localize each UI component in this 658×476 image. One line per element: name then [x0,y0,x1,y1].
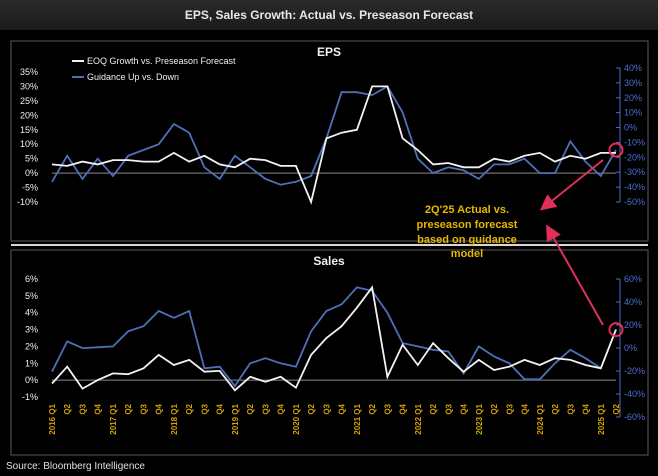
x-axis-tick: Q2 [490,403,499,414]
right-axis-tick: -40% [624,182,645,192]
series-line-eoq [51,285,617,392]
left-axis-tick: 0% [25,375,38,385]
x-axis-tick: 2021 Q1 [353,403,362,434]
x-axis-tick: 2017 Q1 [109,403,118,434]
x-axis-tick: Q2 [185,403,194,414]
x-axis-tick: Q2 [63,403,72,414]
arrow-to-sales [546,224,604,326]
x-axis-tick: Q4 [460,403,469,414]
right-axis-tick: -10% [624,137,645,147]
x-axis-tick: Q2 [551,403,560,414]
left-axis-tick: 0% [25,168,38,178]
x-axis-tick: 2016 Q1 [48,403,57,434]
right-axis-tick: 20% [624,320,642,330]
x-axis-tick: Q3 [505,403,514,414]
annotation-line-4: model [451,248,483,260]
left-axis-tick: -1% [22,392,38,402]
eps-legend: EOQ Growth vs. Preseason Forecast Guidan… [72,56,236,82]
left-axis-tick: 15% [20,125,38,135]
left-axis-tick: 25% [20,96,38,106]
right-axis-tick: -20% [624,152,645,162]
x-axis-tick: Q4 [216,403,225,414]
left-axis-tick: 1% [25,358,38,368]
series-line-guidance [51,85,617,186]
x-axis-tick: Q2 [429,403,438,414]
x-axis-tick: Q3 [200,403,209,414]
x-axis-tick: 2025 Q1 [597,403,606,434]
x-axis-tick: Q2 [246,403,255,414]
eps-panel-frame [10,40,649,242]
left-axis-tick: 10% [20,139,38,149]
annotation: 2Q'25 Actual vs. preseason forecast base… [417,204,518,260]
left-axis-tick: -5% [22,183,38,193]
left-axis-tick: 20% [20,110,38,120]
x-axis-tick: Q3 [322,403,331,414]
series-line-guidance [51,286,617,388]
right-axis-tick: 30% [624,78,642,88]
annotation-line-1: 2Q'25 Actual vs. [425,204,509,216]
right-axis-tick: 40% [624,63,642,73]
source-note: Source: Bloomberg Intelligence [6,461,145,472]
x-axis-tick: 2024 Q1 [536,403,545,434]
chart-title: EPS, Sales Growth: Actual vs. Preseason … [0,0,658,30]
left-axis-tick: 35% [20,67,38,77]
x-axis-tick: Q4 [94,403,103,414]
left-axis-tick: 2% [25,341,38,351]
right-axis-tick: -40% [624,389,645,399]
x-axis-tick: Q4 [399,403,408,414]
highlight-circle [608,322,624,338]
x-axis-tick: Q4 [277,403,286,414]
eps-panel-title: EPS [317,45,341,59]
left-axis-tick: 3% [25,325,38,335]
legend-label-eoq: EOQ Growth vs. Preseason Forecast [87,56,236,66]
x-axis-tick: Q3 [78,403,87,414]
x-axis-tick: 2022 Q1 [414,403,423,434]
x-axis-tick: Q2 [124,403,133,414]
left-axis-tick: 5% [25,154,38,164]
left-axis-tick: 30% [20,81,38,91]
right-axis-tick: 20% [624,93,642,103]
left-axis-tick: -10% [17,197,38,207]
x-axis-tick: 2020 Q1 [292,403,301,434]
right-axis-tick: 60% [624,274,642,284]
legend-label-guidance: Guidance Up vs. Down [87,72,179,82]
sales-panel-frame [10,249,649,456]
x-axis-tick: Q4 [338,403,347,414]
right-axis-tick: -60% [624,412,645,422]
arrow-to-eps [539,159,604,211]
x-axis-tick: Q3 [139,403,148,414]
annotation-line-3: based on guidance [417,234,517,246]
x-axis-tick: 2019 Q1 [231,403,240,434]
x-axis-tick: Q4 [521,403,530,414]
right-axis-tick: 40% [624,297,642,307]
sales-panel-title: Sales [313,254,345,268]
right-axis-tick: -50% [624,197,645,207]
highlight-circle [608,142,624,158]
x-axis-tick: Q2 [368,403,377,414]
left-axis-tick: 6% [25,274,38,284]
x-axis-tick: Q3 [383,403,392,414]
annotation-line-2: preseason forecast [417,219,518,231]
x-axis-tick: Q3 [444,403,453,414]
left-axis-tick: 5% [25,291,38,301]
right-axis-tick: -30% [624,167,645,177]
right-axis-tick: 0% [624,123,637,133]
x-axis-tick: Q2 [612,403,621,414]
series-line-eoq [51,85,616,205]
right-axis-tick: 0% [624,343,637,353]
x-axis-tick: Q4 [582,403,591,414]
x-axis-tick: 2018 Q1 [170,403,179,434]
x-axis-tick: Q4 [155,403,164,414]
x-axis-tick: Q3 [566,403,575,414]
right-axis-tick: 10% [624,108,642,118]
x-axis-tick: Q2 [307,403,316,414]
x-axis-tick: Q3 [261,403,270,414]
x-axis-tick: 2023 Q1 [475,403,484,434]
right-axis-tick: -20% [624,366,645,376]
left-axis-tick: 4% [25,308,38,318]
